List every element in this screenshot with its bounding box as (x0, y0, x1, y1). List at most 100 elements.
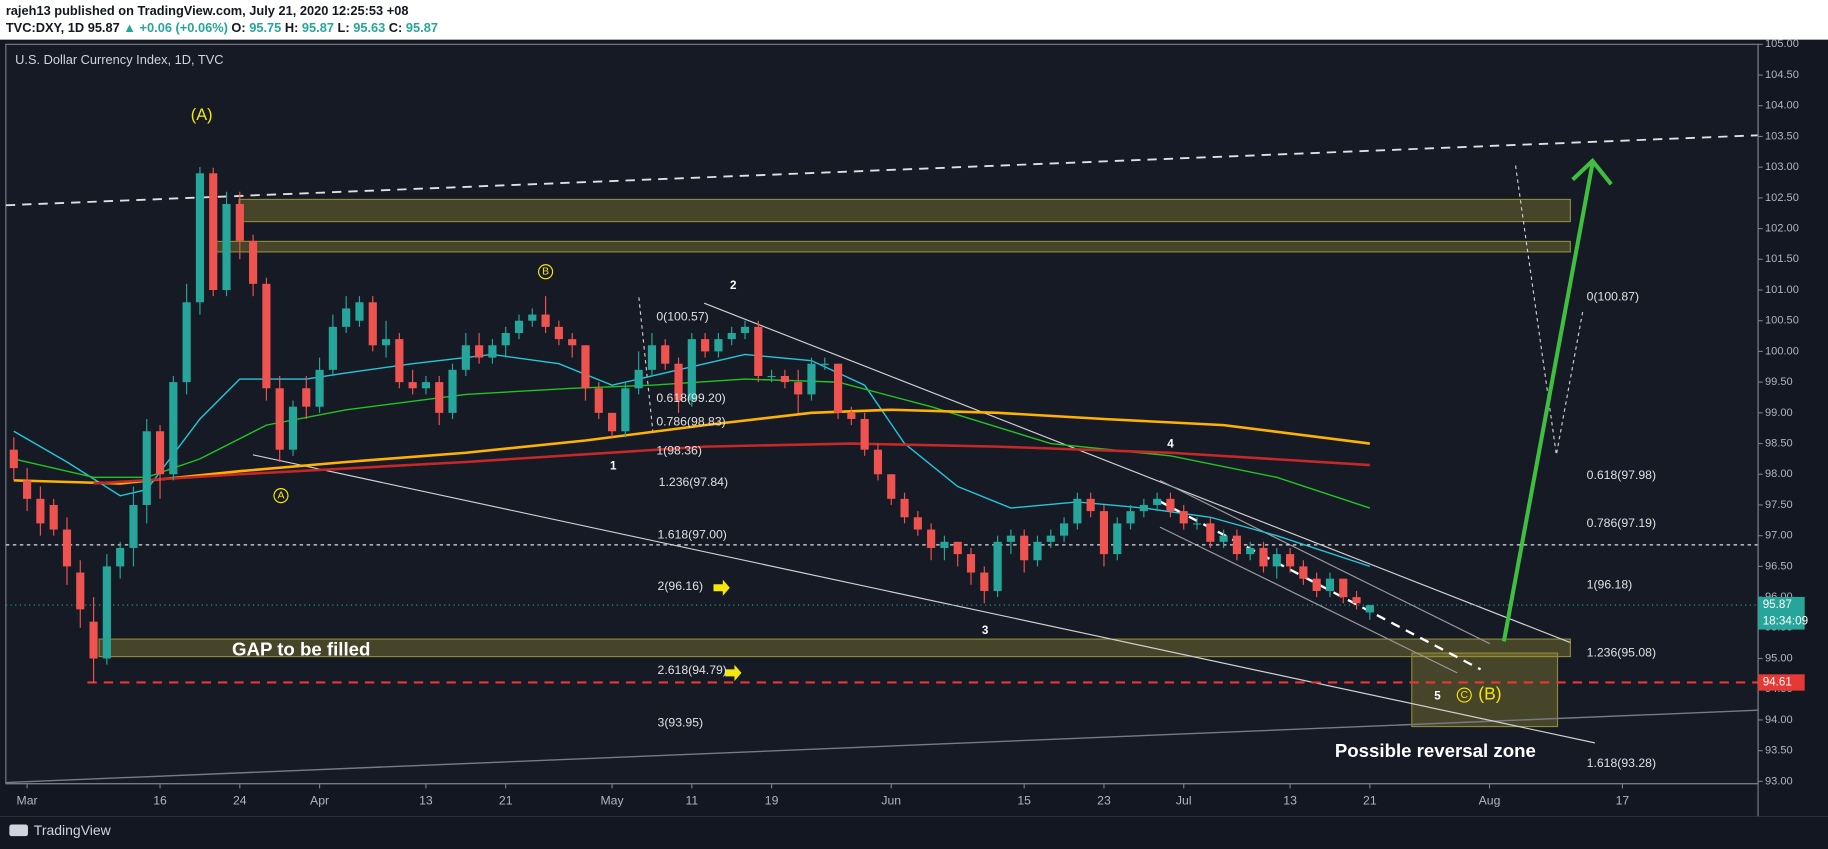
candle-body (887, 474, 896, 499)
candle-body (1365, 605, 1374, 613)
candle-body (461, 345, 470, 370)
candle-body (687, 339, 696, 401)
stop-level-label: 94.61 (1763, 676, 1792, 689)
y-tick-label: 93.50 (1765, 745, 1793, 757)
candle-body (315, 369, 324, 407)
annotation-circle (273, 488, 289, 504)
y-tick-label: 100.50 (1765, 315, 1799, 327)
quote: TVC:DXY, 1D 95.87 ▲ +0.06 (+0.06%) O: 95… (6, 21, 438, 36)
chart-title: U.S. Dollar Currency Index, 1D, TVC (15, 52, 223, 67)
annotation: (A) (191, 106, 213, 124)
candle-body (927, 529, 936, 548)
candle-body (36, 498, 45, 524)
annotation: 5 (1434, 689, 1441, 702)
candle-body (1339, 578, 1348, 598)
candle-body (1139, 504, 1148, 512)
y-tick-label: 95.00 (1765, 652, 1793, 664)
series (5, 167, 1759, 684)
candle-body (1219, 535, 1228, 542)
x-tick-label: 23 (1097, 793, 1111, 807)
x-tick-label: 24 (233, 793, 247, 807)
candle-body (23, 480, 32, 499)
candle-body (408, 382, 417, 389)
candle-body (1059, 523, 1069, 536)
candle-body (1272, 554, 1281, 567)
arrow-icon (725, 664, 742, 682)
y-tick-label: 94.00 (1765, 714, 1793, 726)
candle-body (142, 431, 151, 505)
y-tick-label: 105.00 (1765, 38, 1799, 50)
annotation: A (277, 490, 284, 501)
header-bar (0, 0, 1828, 40)
candle-body (249, 240, 258, 284)
candle-body (966, 554, 976, 573)
candle-body (435, 382, 444, 413)
annotation: 2.618(94.79) (658, 663, 727, 677)
candle-body (129, 504, 138, 548)
candle-body (860, 418, 869, 450)
annotation: 1.236(95.08) (1587, 645, 1656, 659)
candle-body (727, 332, 736, 340)
candle-body (1352, 597, 1361, 604)
candle-body (1259, 547, 1268, 567)
candle-body (621, 388, 630, 432)
candle-body (1325, 578, 1335, 591)
candle-body (235, 204, 244, 241)
candle-body (900, 498, 909, 518)
candle-body (873, 449, 883, 475)
candle-body (634, 369, 643, 389)
candle-body (89, 621, 98, 659)
quote-part: 95.87 (406, 21, 438, 36)
x-tick-label: Jun (881, 793, 901, 807)
candle-body (102, 566, 111, 659)
quote-part: 95.87 (302, 21, 338, 36)
annotation: 0.786(97.19) (1587, 516, 1656, 530)
annotation: Possible reversal zone (1335, 740, 1536, 761)
candle-body (1126, 511, 1135, 524)
y-tick-label: 96.50 (1765, 560, 1793, 572)
quote-part: H: (285, 21, 302, 36)
zone (238, 198, 1571, 223)
x-tick-label: 13 (1283, 793, 1297, 807)
moving-average (93, 442, 1370, 485)
y-tick-label: 97.50 (1765, 499, 1793, 511)
candle-body (116, 547, 125, 567)
footer-bar (0, 816, 1828, 849)
annotation: 0.786(98.83) (656, 414, 725, 428)
quote-part: L: (338, 21, 354, 36)
candle-body (1192, 523, 1202, 525)
x-tick-label: 13 (419, 793, 433, 807)
arrow-icon (713, 579, 730, 596)
y-tick-label: 98.50 (1765, 437, 1793, 449)
last-price-label: 95.87 (1763, 598, 1792, 611)
candle-body (913, 517, 922, 530)
candle-body (794, 382, 803, 395)
candle-body (1246, 547, 1255, 555)
trendline (5, 709, 1759, 784)
candle-body (222, 204, 231, 290)
candle-body (288, 406, 298, 450)
y-tick-label: 97.00 (1765, 530, 1793, 542)
y-tick-label: 103.50 (1765, 130, 1799, 142)
x-tick-label: 11 (685, 793, 698, 807)
candle-body (448, 369, 457, 413)
candle-body (754, 326, 763, 376)
logo (9, 824, 28, 837)
candle-body (1312, 578, 1321, 591)
x-tick-label: Jul (1176, 793, 1192, 807)
x-tick-label: Mar (17, 793, 38, 807)
candle-body (1099, 511, 1109, 555)
annotation: 1(98.36) (656, 444, 702, 458)
candle-body (581, 345, 590, 389)
candle-body (1020, 535, 1029, 561)
candle-body (421, 382, 431, 389)
candle-body (528, 314, 537, 321)
y-tick-label: 93.00 (1765, 775, 1793, 787)
candle-body (275, 388, 284, 450)
reversal-zone (1411, 652, 1559, 728)
x-tick-label: 21 (1363, 793, 1377, 807)
candle-body (993, 541, 1002, 591)
y-tick-label: 100.00 (1765, 345, 1799, 357)
candle-body (647, 345, 657, 370)
